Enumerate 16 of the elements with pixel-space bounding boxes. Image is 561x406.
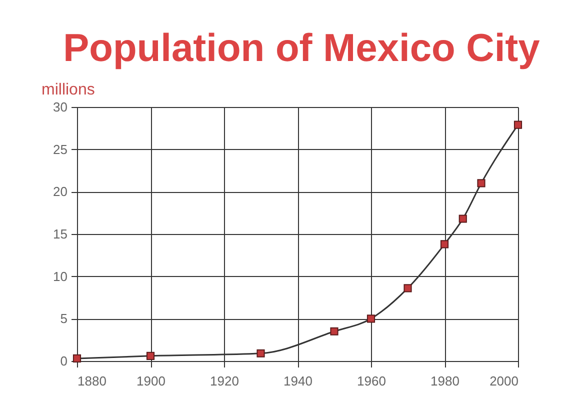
x-tick-label: 1880: [78, 374, 106, 388]
y-tick-label: 30: [53, 100, 68, 114]
x-tick-label: 1980: [430, 374, 460, 388]
y-tick-label: 25: [53, 142, 68, 157]
x-tick-label: 1920: [210, 374, 239, 388]
y-tick-label: 10: [53, 268, 68, 284]
y-tick-label: 5: [60, 311, 68, 326]
y-tick-label: 20: [53, 184, 68, 200]
chart-title: Population of Mexico City: [63, 27, 540, 70]
y-tick-label: 0: [60, 354, 68, 368]
y-axis-title: millions: [42, 82, 95, 98]
x-tick-label: 1900: [136, 374, 166, 388]
y-tick-label: 15: [53, 226, 68, 242]
x-tick-label: 1960: [357, 374, 386, 388]
x-tick-label: 1940: [284, 374, 312, 388]
x-tick-label: 2000: [490, 374, 518, 388]
